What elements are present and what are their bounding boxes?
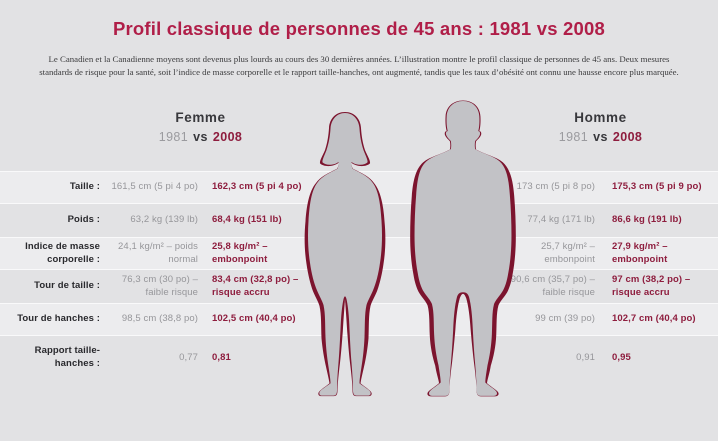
femme-2008-value: 102,5 cm (40,4 po) xyxy=(212,313,296,325)
vs-label: vs xyxy=(193,130,208,144)
femme-1981-value: 63,2 kg (139 lb) xyxy=(130,214,198,226)
label-cell: Rapport taille-hanches : xyxy=(34,345,100,369)
homme-1981-value: 0,91 xyxy=(576,351,595,363)
homme-2008-value: 27,9 kg/m² – embonpoint xyxy=(612,240,668,265)
homme-2008-value: 97 cm (38,2 po) – risque accru xyxy=(612,273,691,298)
homme-1981-value: 25,7 kg/m² – embonpoint xyxy=(540,240,595,265)
femme-1981-value: 24,1 kg/m² – poids normal xyxy=(118,240,198,265)
homme-1981-value: 99 cm (39 po) xyxy=(535,313,595,325)
femme-1981-value: 76,3 cm (30 po) – faible risque xyxy=(121,273,198,298)
homme-2008-value: 175,3 cm (5 pi 9 po) xyxy=(612,181,702,193)
homme-1981-value: 173 cm (5 pi 8 po) xyxy=(516,181,595,193)
homme-2008-value: 86,6 kg (191 lb) xyxy=(612,214,682,226)
label-cell: Indice de masse corporelle : xyxy=(25,240,100,265)
row-tour-de-taille: Tour de taille : 76,3 cm (30 po) – faibl… xyxy=(0,270,718,303)
year-2008-label: 2008 xyxy=(212,130,243,144)
page-title: Profil classique de personnes de 45 ans … xyxy=(112,18,606,39)
label-cell: Tour de taille : xyxy=(34,280,100,292)
male-silhouette-figure xyxy=(410,100,516,397)
intro-line-1: Le Canadien et la Canadienne moyens sont… xyxy=(48,54,670,64)
femme-column-header: Femme 1981 vs 2008 xyxy=(128,110,273,144)
femme-years: 1981 vs 2008 xyxy=(128,130,273,144)
year-1981-label: 1981 xyxy=(558,130,589,144)
homme-2008-value: 0,95 xyxy=(612,351,631,363)
female-silhouette-figure xyxy=(304,111,386,397)
intro-line-2: standards de risque pour la santé, soit … xyxy=(39,67,679,77)
femme-2008-value: 0,81 xyxy=(212,351,231,363)
label-cell: Taille : xyxy=(69,181,100,193)
homme-column-header: Homme 1981 vs 2008 xyxy=(528,110,673,144)
row-poids: Poids : 63,2 kg (139 lb) 68,4 kg (151 lb… xyxy=(0,204,718,237)
femme-2008-value: 162,3 cm (5 pi 4 po) xyxy=(212,181,302,193)
female-1981-body xyxy=(308,112,382,396)
femme-1981-value: 0,77 xyxy=(179,351,198,363)
homme-years: 1981 vs 2008 xyxy=(528,130,673,144)
year-2008-label: 2008 xyxy=(612,130,643,144)
label-cell: Tour de hanches : xyxy=(17,313,100,325)
vs-label: vs xyxy=(593,130,608,144)
year-1981-label: 1981 xyxy=(158,130,189,144)
row-rapport-taille-hanches: Rapport taille-hanches : 0,77 0,81 0,91 … xyxy=(0,336,718,380)
homme-2008-value: 102,7 cm (40,4 po) xyxy=(612,313,696,325)
femme-1981-value: 98,5 cm (38,8 po) xyxy=(121,313,198,325)
homme-1981-value: 90,6 cm (35,7 po) – faible risque xyxy=(510,273,595,298)
femme-1981-value: 161,5 cm (5 pi 4 po) xyxy=(111,181,198,193)
label-cell: Poids : xyxy=(67,214,100,226)
femme-2008-value: 83,4 cm (32,8 po) – risque accru xyxy=(212,273,299,298)
femme-label: Femme xyxy=(175,110,226,125)
homme-label: Homme xyxy=(574,110,627,125)
femme-2008-value: 25,8 kg/m² – embonpoint xyxy=(212,240,268,265)
femme-2008-value: 68,4 kg (151 lb) xyxy=(212,214,282,226)
homme-1981-value: 77,4 kg (171 lb) xyxy=(527,214,595,226)
male-1981-body xyxy=(414,101,512,396)
